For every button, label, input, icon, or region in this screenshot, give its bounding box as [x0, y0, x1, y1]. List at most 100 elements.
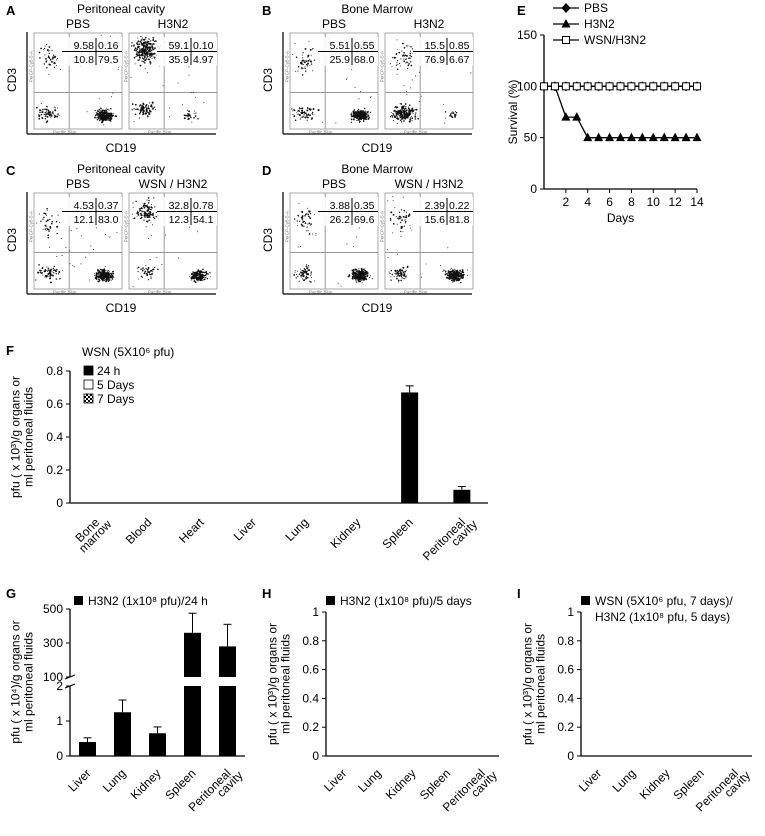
flow-event-dot — [309, 280, 311, 282]
flow-event-dot — [291, 108, 293, 110]
flow-event-dot — [209, 272, 211, 274]
flow-plot-label: PBS — [66, 177, 90, 191]
flow-event-dot — [352, 118, 355, 121]
bar — [453, 489, 471, 503]
flow-event-dot — [456, 273, 458, 275]
flow-event-dot — [149, 56, 151, 58]
flow-event-dot — [52, 56, 55, 59]
flow-event-dot — [190, 116, 192, 119]
flow-event-dot — [410, 55, 413, 58]
flow-event-dot — [297, 70, 299, 72]
y-tick-label: 0 — [567, 749, 574, 763]
flow-axis-caption: Pacific Blue — [309, 130, 333, 135]
flow-event-dot — [188, 66, 190, 68]
flow-event-dot — [307, 113, 310, 115]
flow-event-dot — [340, 285, 342, 287]
flow-event-dot — [155, 211, 157, 214]
flow-event-dot — [107, 276, 109, 278]
flow-event-dot — [292, 110, 294, 112]
flow-event-dot — [411, 229, 413, 231]
flow-event-dot — [56, 225, 59, 228]
flow-event-dot — [360, 116, 362, 118]
flow-event-dot — [401, 271, 403, 273]
flow-event-dot — [399, 271, 402, 273]
flow-event-dot — [197, 118, 199, 120]
legend-swatch — [83, 379, 94, 390]
flow-event-dot — [204, 277, 206, 279]
x-tick-label: 2 — [563, 195, 570, 209]
flow-event-dot — [102, 277, 105, 280]
flow-event-dot — [396, 48, 398, 50]
flow-event-dot — [48, 111, 51, 114]
flow-event-dot — [145, 44, 147, 46]
flow-event-dot — [210, 275, 212, 277]
flow-event-dot — [146, 209, 149, 212]
flow-event-dot — [143, 59, 146, 61]
flow-event-dot — [411, 117, 414, 120]
flow-event-dot — [451, 277, 454, 280]
quadrant-value: 68.0 — [354, 54, 375, 66]
flow-event-dot — [400, 209, 403, 211]
panel-label-i: I — [517, 586, 521, 601]
flow-event-dot — [45, 208, 47, 210]
flow-event-dot — [103, 269, 106, 272]
flow-event-dot — [390, 112, 392, 113]
flow-event-dot — [53, 114, 56, 117]
flow-event-dot — [455, 271, 457, 273]
flow-event-dot — [403, 51, 405, 54]
flow-event-dot — [452, 281, 454, 283]
flow-event-dot — [368, 117, 370, 119]
flow-event-dot — [363, 268, 365, 270]
flow-event-dot — [353, 109, 356, 111]
flow-event-dot — [43, 48, 45, 50]
flow-ylabel: CD3 — [261, 228, 275, 252]
flow-events — [293, 196, 377, 287]
flow-event-dot — [39, 271, 41, 273]
flow-event-dot — [400, 121, 403, 123]
flow-event-dot — [100, 111, 103, 114]
flow-event-dot — [200, 278, 202, 280]
bar — [401, 392, 419, 503]
flow-event-dot — [45, 61, 47, 63]
flow-event-dot — [39, 109, 41, 112]
flow-event-dot — [448, 271, 450, 274]
flow-event-dot — [401, 50, 403, 52]
flow-event-dot — [50, 281, 52, 284]
y-tick-label: 500 — [43, 602, 63, 616]
flow-event-dot — [149, 60, 151, 63]
flow-event-dot — [102, 119, 105, 122]
y-axis-title-1: pfu ( x 10³)/g organs or — [266, 623, 280, 745]
flow-event-dot — [153, 40, 156, 43]
flow-event-dot — [107, 280, 110, 283]
category-label: Lung — [100, 766, 129, 795]
flow-event-dot — [407, 110, 409, 112]
flow-event-dot — [44, 228, 46, 230]
flow-event-dot — [56, 268, 58, 271]
flow-event-dot — [45, 228, 47, 230]
flow-event-dot — [52, 54, 55, 56]
flow-axis-caption: Pacific Blue — [309, 290, 333, 295]
flow-event-dot — [152, 212, 154, 215]
flow-event-dot — [198, 275, 200, 277]
flow-event-dot — [444, 273, 447, 276]
flow-event-dot — [409, 54, 411, 57]
flow-event-dot — [157, 268, 159, 271]
flow-event-dot — [55, 278, 58, 280]
flow-event-dot — [366, 275, 369, 278]
flow-event-dot — [50, 112, 52, 114]
flow-event-dot — [141, 276, 143, 278]
quadrant-value: 0.16 — [98, 40, 119, 52]
flow-plot-label: PBS — [322, 17, 346, 31]
flow-event-dot — [305, 272, 308, 275]
flow-event-dot — [389, 217, 392, 220]
flow-event-dot — [350, 112, 352, 114]
flow-event-dot — [147, 206, 149, 208]
flow-event-dot — [395, 215, 397, 218]
quadrant-value: 0.10 — [193, 40, 214, 52]
flow-event-dot — [154, 46, 156, 48]
flow-event-dot — [36, 222, 38, 224]
flow-event-dot — [363, 107, 366, 110]
